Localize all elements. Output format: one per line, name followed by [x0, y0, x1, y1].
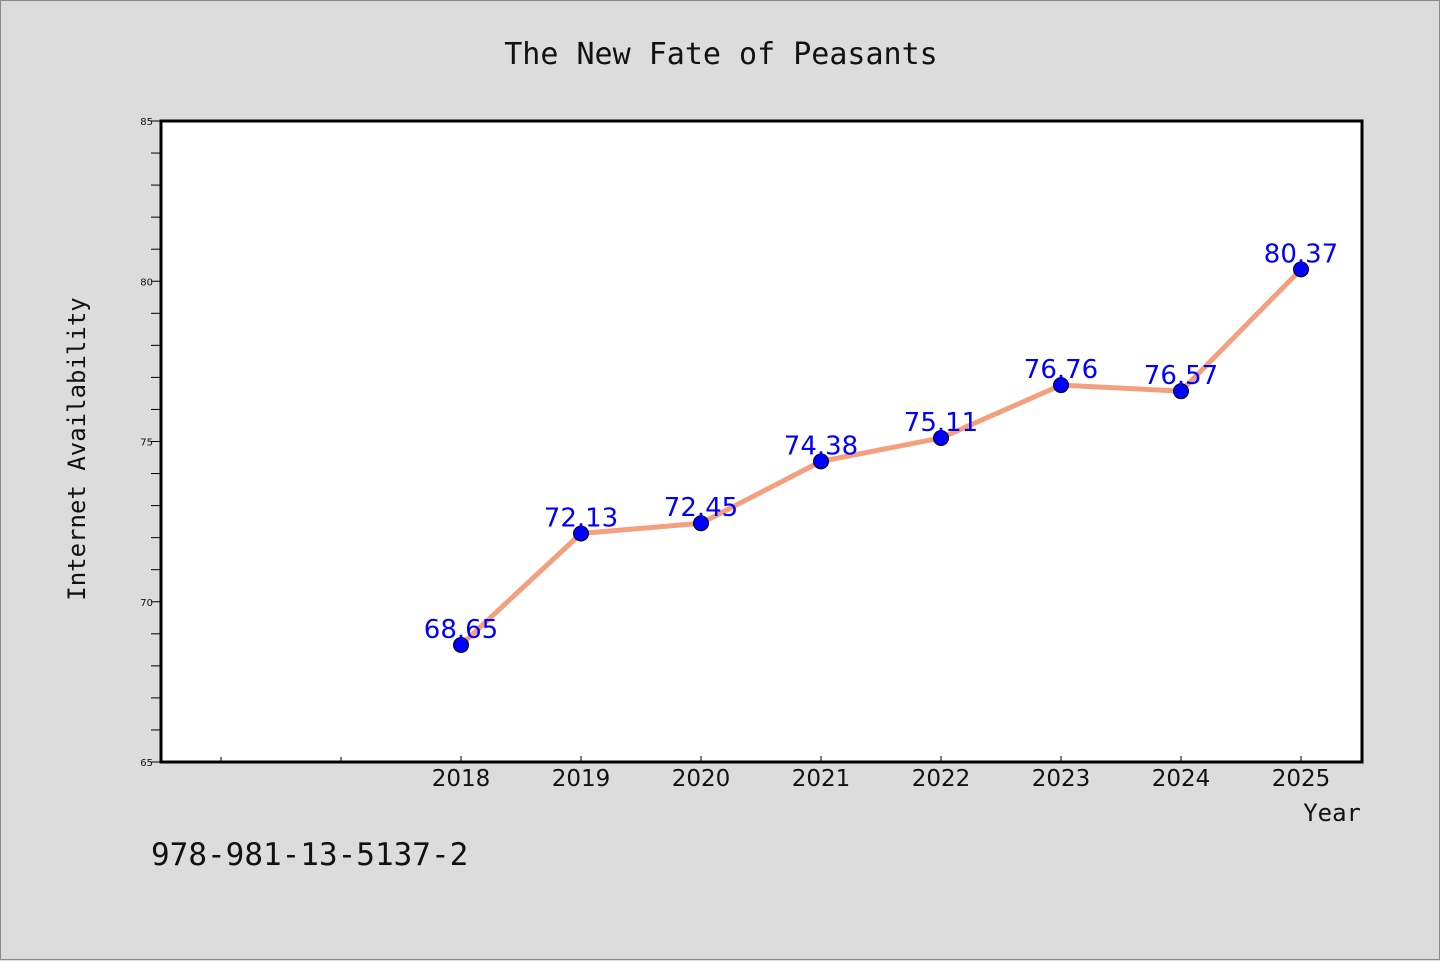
data-label: 75.11: [904, 408, 978, 438]
data-point: [693, 515, 709, 532]
x-tick-label: 2018: [432, 766, 491, 792]
y-tick-label: 80: [140, 277, 153, 288]
data-point: [933, 429, 949, 446]
x-tick-label: 2020: [672, 766, 731, 792]
y-tick-label: 75: [140, 438, 153, 449]
y-tick-label: 65: [140, 758, 153, 769]
x-axis-label: Year: [1303, 799, 1361, 827]
data-point: [453, 637, 469, 654]
x-tick-label: 2024: [1152, 766, 1211, 792]
chart-title: The New Fate of Peasants: [504, 37, 937, 72]
x-tick-label: 2019: [552, 766, 611, 792]
y-axis: 65 70 75 80 85: [140, 117, 161, 769]
y-tick-label: 85: [140, 117, 153, 128]
isbn-annotation: 978-981-13-5137-2: [151, 837, 468, 873]
x-tick-label: 2025: [1272, 766, 1331, 792]
data-label: 76.76: [1024, 355, 1098, 385]
x-tick-label: 2022: [912, 766, 971, 792]
data-point: [1053, 377, 1069, 394]
data-label: 68.65: [424, 615, 498, 645]
data-label: 74.38: [784, 431, 858, 461]
plot-area: [159, 119, 1364, 764]
data-label: 72.13: [544, 503, 618, 533]
x-tick-label: 2023: [1032, 766, 1091, 792]
data-point: [1173, 383, 1189, 400]
x-tick-label: 2021: [792, 766, 851, 792]
data-label: 76.57: [1144, 361, 1218, 391]
y-axis-label: Internet Availability: [63, 297, 91, 600]
data-point: [813, 453, 829, 470]
y-tick-label: 70: [140, 598, 153, 609]
x-axis: 2018 2019 2020 2021 2022 2023 2024 2025: [220, 756, 1331, 792]
data-point: [1293, 261, 1309, 278]
series-line: [459, 267, 1303, 647]
data-label: 72.45: [664, 493, 738, 523]
data-point: [573, 525, 589, 542]
series-line-group: 68.65 72.13 72.45 74.38 75.11 76.76 76.57 80.37: [424, 239, 1338, 654]
data-label: 80.37: [1264, 239, 1338, 269]
